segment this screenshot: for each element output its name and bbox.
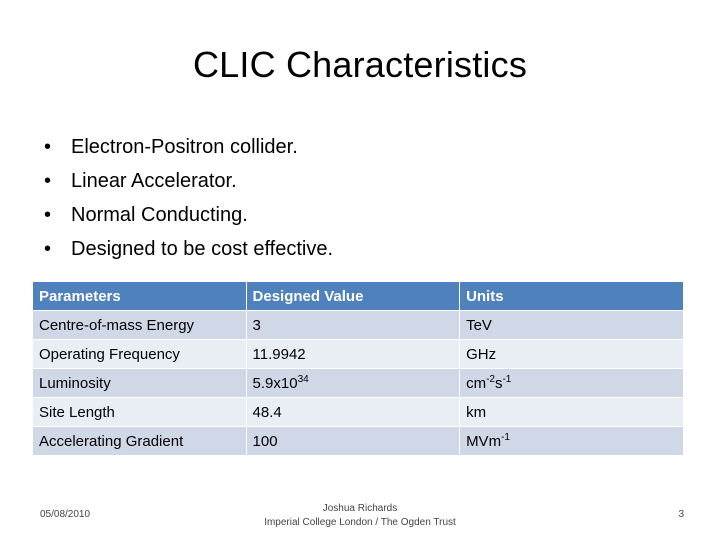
unit-cell: TeV (459, 310, 684, 340)
bullet-dot-icon: • (44, 204, 52, 226)
bullet-dot-icon: • (44, 136, 52, 158)
page-number: 3 (678, 509, 684, 520)
unit-cell: GHz (459, 339, 684, 369)
param-cell: Operating Frequency (32, 339, 247, 369)
footer-author-name: Joshua Richards (322, 503, 398, 514)
bullet-dot-icon: • (44, 170, 52, 192)
table-row: Luminosity 5.9x1034 cm-2s-1 (32, 368, 684, 398)
value-cell: 11.9942 (245, 339, 461, 369)
table-row: Accelerating Gradient 100 MVm-1 (32, 426, 684, 456)
footer-affiliation: Imperial College London / The Ogden Trus… (264, 517, 456, 528)
bullet-item: • Designed to be cost effective. (44, 232, 333, 266)
bullet-item: • Linear Accelerator. (44, 164, 333, 198)
parameters-table: Parameters Designed Value Units Centre-o… (32, 281, 684, 456)
value-cell: 5.9x1034 (245, 368, 461, 398)
footer-author: Joshua Richards Imperial College London … (230, 502, 490, 530)
unit-cell: cm-2s-1 (459, 368, 684, 398)
bullet-item: • Normal Conducting. (44, 198, 333, 232)
table-row: Site Length 48.4 km (32, 397, 684, 427)
unit-cell: km (459, 397, 684, 427)
slide-title: CLIC Characteristics (192, 44, 528, 85)
table-row: Operating Frequency 11.9942 GHz (32, 339, 684, 369)
param-cell: Centre-of-mass Energy (32, 310, 247, 340)
param-cell: Accelerating Gradient (32, 426, 247, 456)
value-cell: 48.4 (245, 397, 461, 427)
header-designed-value: Designed Value (245, 281, 461, 311)
footer-date: 05/08/2010 (40, 509, 91, 520)
table-header-row: Parameters Designed Value Units (32, 281, 684, 311)
bullet-list: • Electron-Positron collider. • Linear Acc… (44, 130, 333, 266)
table-row: Centre-of-mass Energy 3 TeV (32, 310, 684, 340)
value-cell: 3 (245, 310, 461, 340)
unit-cell: MVm-1 (459, 426, 684, 456)
param-cell: Site Length (32, 397, 247, 427)
bullet-dot-icon: • (44, 238, 52, 260)
header-units: Units (459, 281, 684, 311)
value-cell: 100 (245, 426, 461, 456)
bullet-item: • Electron-Positron collider. (44, 130, 333, 164)
param-cell: Luminosity (32, 368, 247, 398)
header-parameters: Parameters (32, 281, 247, 311)
